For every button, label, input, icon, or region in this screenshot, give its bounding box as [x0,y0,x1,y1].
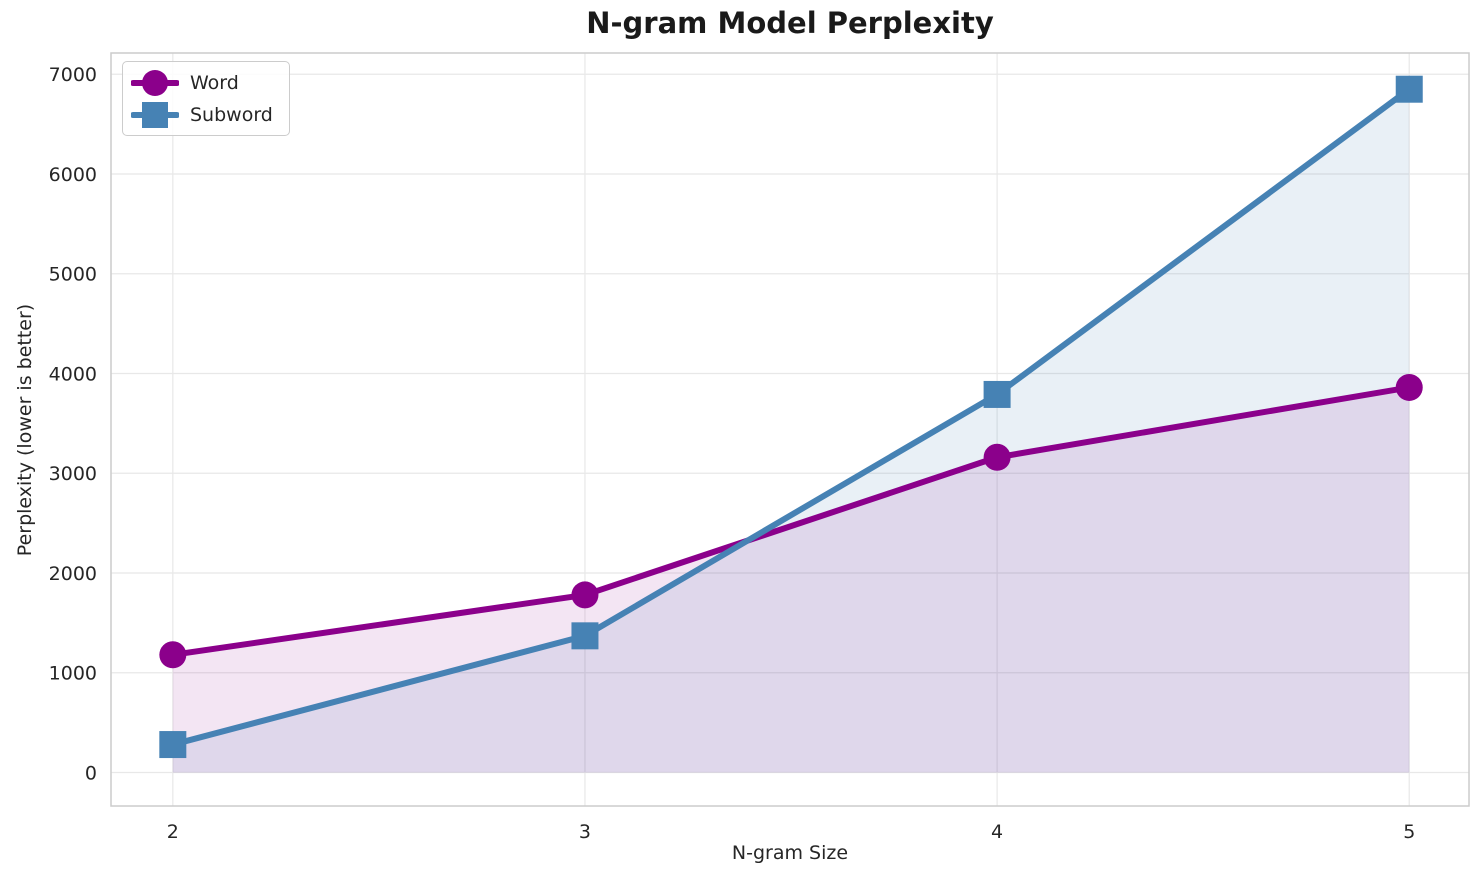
series-fill-word [172,387,1410,773]
y-tick-label: 1000 [49,663,97,685]
x-tick-label: 4 [991,821,1003,843]
y-tick-label: 4000 [49,363,97,385]
word-marker-icon [131,69,179,96]
data-point-word [1395,373,1423,401]
y-tick-label: 5000 [49,264,97,286]
series-line-word [169,384,1413,658]
x-tick-label: 3 [579,821,591,843]
data-point-word [571,581,599,609]
subword-marker-icon [131,101,179,128]
y-tick-label: 2000 [49,563,97,585]
x-tick-label: 5 [1403,821,1415,843]
series-fill-subword [172,89,1410,773]
x-tick-label: 2 [167,821,179,843]
legend-label-subword: Subword [190,103,273,126]
data-point-subword [1395,75,1423,103]
chart-title: N-gram Model Perplexity [586,6,994,40]
x-axis-label: N-gram Size [731,842,849,864]
legend-label-word: Word [190,71,239,94]
y-tick-label: 7000 [49,64,97,86]
y-tick-label: 6000 [49,164,97,186]
y-axis-label: Perplexity (lower is better) [14,303,36,557]
legend: Word Subword [122,61,290,136]
data-point-subword [983,380,1011,408]
data-point-word [159,641,187,669]
legend-item-word: Word [131,68,273,97]
y-tick-label: 0 [85,762,97,784]
data-point-word [983,443,1011,471]
legend-item-subword: Subword [131,100,273,129]
series-line-subword [169,86,1413,748]
plot-border [110,52,1470,807]
data-point-subword [571,622,599,650]
data-point-subword [159,731,187,759]
y-tick-label: 3000 [49,463,97,485]
